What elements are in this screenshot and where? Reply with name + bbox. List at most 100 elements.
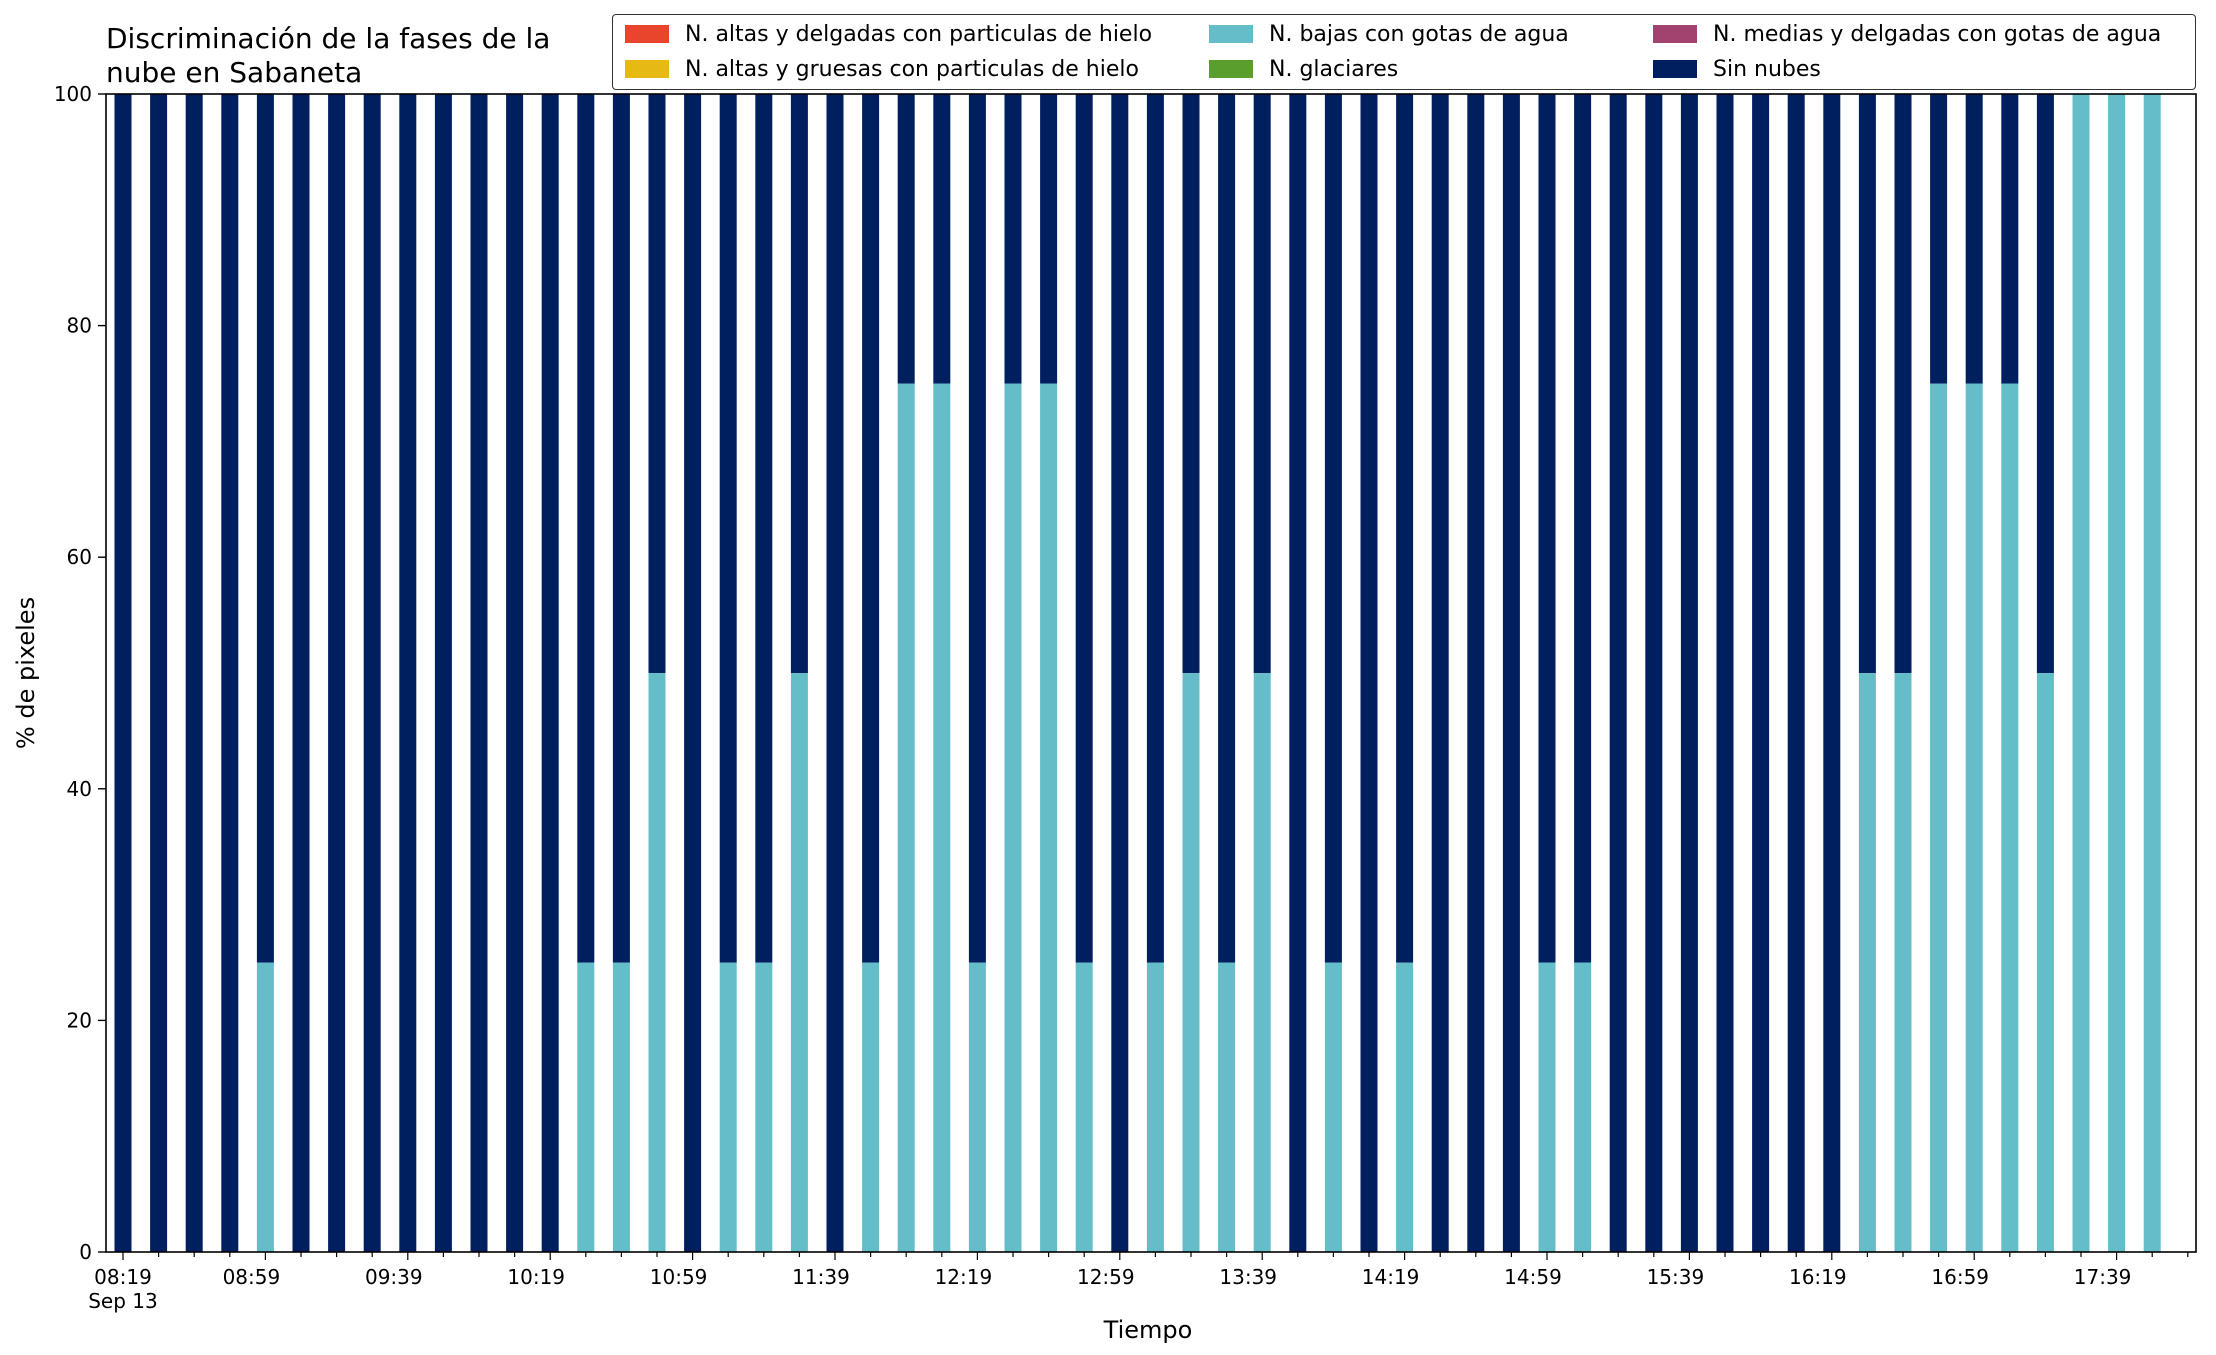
x-tick-label: 09:39: [365, 1265, 423, 1289]
bar-segment: [1502, 94, 1520, 1252]
bar-segment: [2036, 673, 2054, 1252]
bar-segment: [506, 94, 524, 1252]
bar-segment: [826, 94, 844, 1252]
bar-segment: [1752, 94, 1770, 1252]
bar-segment: [541, 94, 559, 1252]
legend-swatch: [1653, 25, 1697, 43]
bar-segment: [755, 94, 773, 963]
x-tick-label: 16:59: [1931, 1265, 1989, 1289]
x-tick-label: 12:59: [1077, 1265, 1135, 1289]
bar-segment: [1218, 962, 1236, 1252]
bar-segment: [1040, 94, 1058, 384]
bar-segment: [363, 94, 381, 1252]
x-tick-label: 12:19: [935, 1265, 993, 1289]
bar-segment: [862, 94, 880, 963]
bar-segment: [1218, 94, 1236, 963]
bar-segment: [1004, 383, 1022, 1252]
bar-segment: [1253, 673, 1271, 1252]
x-tick-label: 17:39: [2074, 1265, 2132, 1289]
y-tick-label: 100: [54, 82, 92, 106]
bar-segment: [968, 962, 986, 1252]
bar-segment: [577, 94, 595, 963]
legend-label: N. bajas con gotas de agua: [1269, 21, 1569, 47]
bar-segment: [1146, 962, 1164, 1252]
bar-segment: [1858, 673, 1876, 1252]
legend-item-altas-gruesas: N. altas y gruesas con particulas de hie…: [625, 54, 1139, 84]
bar-segment: [1538, 962, 1556, 1252]
bar-segment: [648, 673, 666, 1252]
y-tick-label: 20: [67, 1008, 92, 1032]
bar-segment: [1004, 94, 1022, 384]
legend-label: N. altas y gruesas con particulas de hie…: [685, 56, 1139, 82]
bar-segment: [1146, 94, 1164, 963]
legend-item-altas-delgadas: N. altas y delgadas con particulas de hi…: [625, 19, 1152, 49]
bar-segment: [1075, 962, 1093, 1252]
legend-label: N. altas y delgadas con particulas de hi…: [685, 21, 1153, 47]
legend-swatch: [1209, 25, 1253, 43]
bar-segment: [2072, 94, 2090, 1252]
bar-segment: [1253, 94, 1271, 673]
chart-title: Discriminación de la fases de la nube en…: [106, 22, 626, 90]
bar-segment: [719, 94, 737, 963]
x-tick-label: 11:39: [792, 1265, 850, 1289]
x-tick-label: 14:59: [1504, 1265, 1562, 1289]
bar-segment: [1396, 962, 1414, 1252]
bar-segment: [897, 94, 915, 384]
bar-segment: [968, 94, 986, 963]
bar-segment: [1111, 94, 1129, 1252]
bar-segment: [612, 962, 630, 1252]
legend-swatch: [625, 25, 669, 43]
bar-segment: [2108, 94, 2126, 1252]
x-tick-label: 08:19: [94, 1265, 152, 1289]
legend-label: N. medias y delgadas con gotas de agua: [1713, 21, 2162, 47]
bar-segment: [790, 673, 808, 1252]
bar-segment: [1574, 962, 1592, 1252]
bar-segment: [684, 94, 702, 1252]
bar-segment: [1823, 94, 1841, 1252]
bar-segment: [114, 94, 132, 1252]
y-tick-label: 40: [67, 777, 92, 801]
chart-title-line-2: nube en Sabaneta: [106, 56, 363, 89]
x-tick-label: 08:59: [223, 1265, 281, 1289]
bar-segment: [1396, 94, 1414, 963]
bar-segment: [150, 94, 168, 1252]
bar-segment: [1609, 94, 1627, 1252]
bar-segment: [1289, 94, 1307, 1252]
x-tick-label: 16:19: [1789, 1265, 1847, 1289]
bar-segment: [897, 383, 915, 1252]
bar-segment: [1716, 94, 1734, 1252]
bar-segment: [399, 94, 417, 1252]
bar-segment: [470, 94, 488, 1252]
legend-item-bajas-gotas: N. bajas con gotas de agua: [1209, 19, 1569, 49]
legend-swatch: [1209, 60, 1253, 78]
bar-segment: [1787, 94, 1805, 1252]
axes-frame: [105, 93, 2197, 1253]
legend-item-medias-delgadas: N. medias y delgadas con gotas de agua: [1653, 19, 2161, 49]
bar-segment: [612, 94, 630, 963]
x-tick-date-label: Sep 13: [88, 1289, 158, 1313]
bar-segment: [1894, 673, 1912, 1252]
bar-segment: [328, 94, 346, 1252]
legend: N. altas y delgadas con particulas de hi…: [612, 14, 2196, 90]
bar-segment: [648, 94, 666, 673]
legend-label: N. glaciares: [1269, 56, 1399, 82]
x-tick-label: 14:19: [1362, 1265, 1420, 1289]
bar-segment: [790, 94, 808, 673]
bar-segment: [933, 383, 951, 1252]
bar-segment: [933, 94, 951, 384]
bar-segment: [292, 94, 310, 1252]
bar-segment: [719, 962, 737, 1252]
y-tick-label: 80: [67, 314, 92, 338]
x-tick-label: 10:19: [507, 1265, 565, 1289]
bar-segment: [1075, 94, 1093, 963]
y-tick-label: 60: [67, 545, 92, 569]
bar-segment: [755, 962, 773, 1252]
bar-segment: [1858, 94, 1876, 673]
bar-segment: [1680, 94, 1698, 1252]
bar-segment: [1467, 94, 1485, 1252]
bar-segment: [434, 94, 452, 1252]
bar-segment: [1040, 383, 1058, 1252]
bar-segment: [1182, 94, 1200, 673]
bar-segment: [2001, 383, 2019, 1252]
bar-segment: [2143, 94, 2161, 1252]
